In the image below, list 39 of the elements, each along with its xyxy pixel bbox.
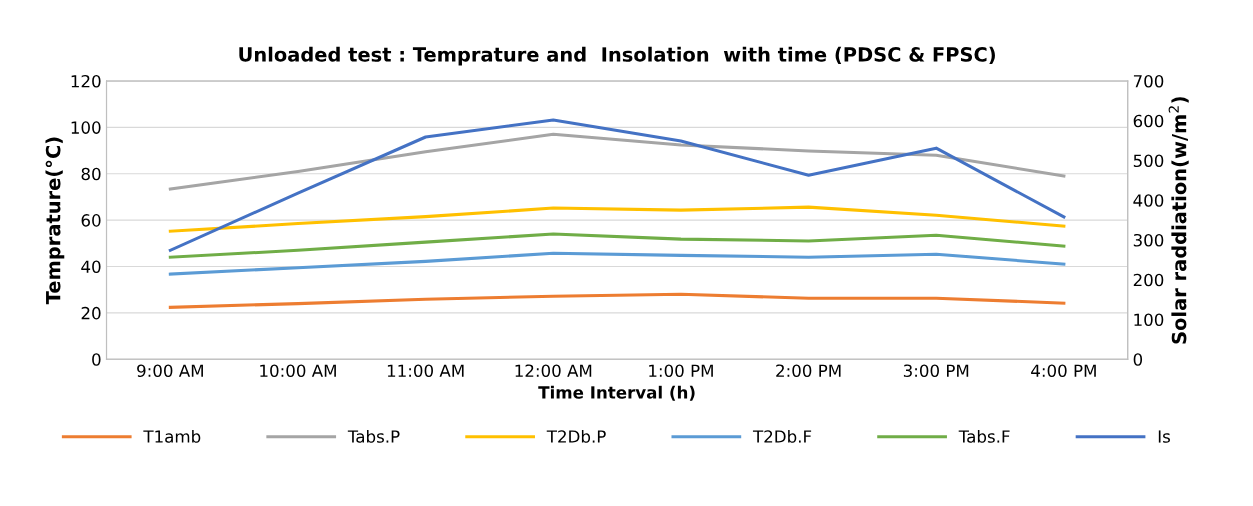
legend-label: T1amb (143, 429, 201, 443)
y-tick-label: 120 (71, 74, 101, 88)
x-tick-label: 1:00 PM (649, 364, 713, 378)
x-axis-title: Time Interval (h) (538, 385, 695, 401)
y2-tick-label: 600 (1133, 114, 1164, 128)
y-tick-label: 60 (81, 214, 101, 227)
y-tick-label: 100 (71, 121, 101, 134)
y-tick-label: 20 (81, 306, 101, 320)
line-series (168, 132, 1066, 191)
legend-label: T2Db.F (752, 429, 812, 443)
y-tick-label: 40 (81, 260, 101, 274)
y-tick-label: 80 (81, 167, 101, 181)
y2-tick-label: 300 (1133, 233, 1164, 247)
y2-tick-label: 0 (1133, 353, 1143, 366)
x-tick-label: 12:00 AM (515, 364, 592, 378)
chart-title: Unloaded test : Temprature and Insolation with time (PDSC & FPSC) (239, 46, 995, 66)
legend-label: T2Db.P (546, 429, 606, 443)
y2-tick-label: 200 (1133, 273, 1164, 287)
x-tick-label: 9:00 AM (137, 364, 203, 378)
legend-label: Tabs.P (347, 429, 400, 443)
line-series (168, 251, 1066, 276)
x-tick-label: 2:00 PM (776, 364, 841, 378)
y-axis-title: Temprature(°C) (45, 137, 65, 305)
line-series (168, 205, 1066, 233)
y2-tick-label: 700 (1133, 74, 1164, 88)
y-tick-label: 0 (92, 353, 101, 366)
legend-label: Tabs.F (958, 429, 1010, 443)
line-series (168, 292, 1066, 309)
x-tick-label: 10:00 AM (260, 364, 336, 378)
y2-tick-label: 500 (1133, 154, 1164, 168)
x-tick-label: 4:00 PM (1031, 364, 1096, 378)
y2-axis-title: Solar raddiation(w/m$^{2}$) (1168, 97, 1189, 344)
x-tick-label: 3:00 PM (903, 364, 969, 378)
line-series (168, 118, 1066, 252)
line-series (168, 232, 1066, 259)
x-tick-label: 11:00 AM (387, 364, 464, 378)
legend-label: Is (1158, 430, 1170, 443)
y2-tick-label: 400 (1133, 194, 1164, 207)
y2-tick-label: 100 (1134, 313, 1164, 327)
